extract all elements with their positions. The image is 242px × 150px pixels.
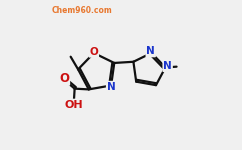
Text: Chem960.com: Chem960.com xyxy=(51,6,112,15)
Text: O: O xyxy=(59,72,69,85)
Text: N: N xyxy=(146,46,155,57)
Text: N: N xyxy=(107,82,115,92)
Text: O: O xyxy=(90,47,98,57)
Text: OH: OH xyxy=(64,100,83,110)
Text: N: N xyxy=(163,61,172,71)
